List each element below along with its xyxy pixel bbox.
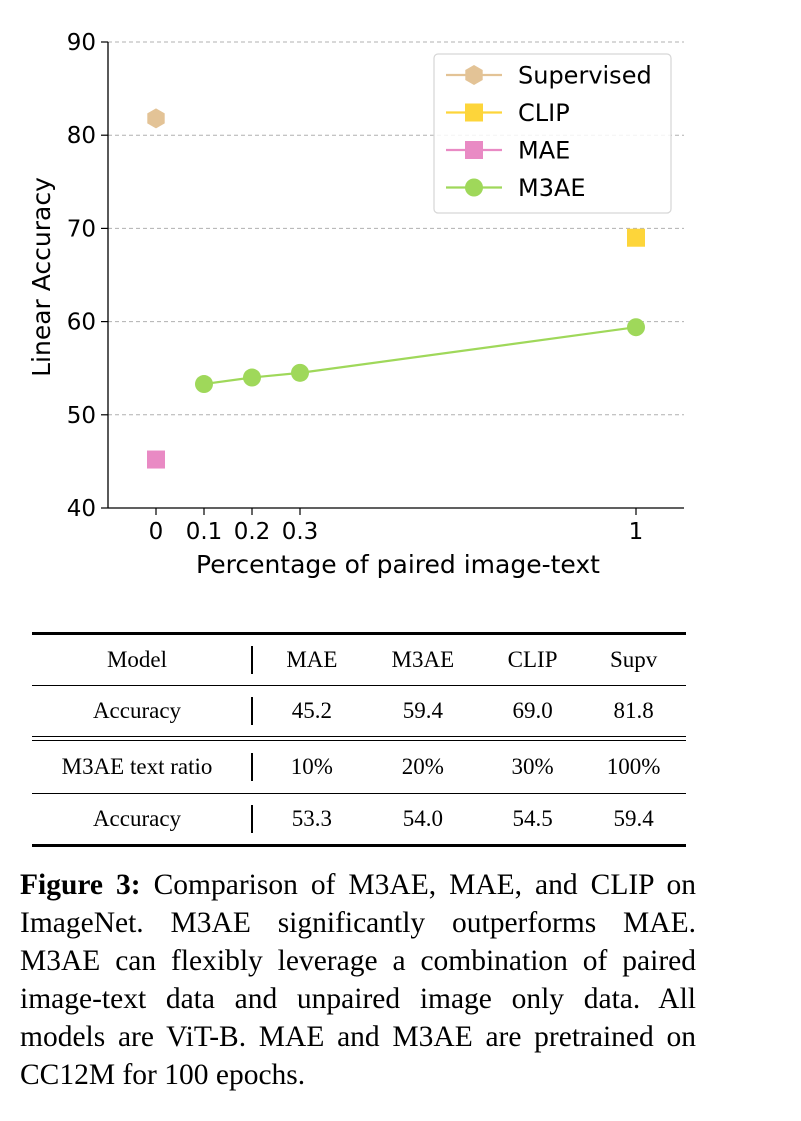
separator-bar xyxy=(251,697,253,726)
table-column-separator xyxy=(242,632,262,686)
y-axis-label: Linear Accuracy xyxy=(27,177,56,377)
m3ae-point xyxy=(195,375,213,394)
table-column-separator xyxy=(242,793,262,847)
x-tick-label: 1 xyxy=(629,519,644,545)
table-row: Accuracy 45.2 59.4 69.0 81.8 xyxy=(32,685,686,737)
table-cell: 54.0 xyxy=(361,793,484,847)
table-column-separator xyxy=(242,740,262,794)
x-axis-ticks: 0 0.1 0.2 0.3 1 xyxy=(149,508,644,545)
separator-bar xyxy=(251,753,253,782)
m3ae-point xyxy=(627,318,645,337)
table-cell: M3AE xyxy=(361,632,484,686)
table-column-separator xyxy=(242,685,262,737)
legend-label-mae: MAE xyxy=(518,137,570,165)
legend-label-clip: CLIP xyxy=(518,99,570,127)
figure-caption: Figure 3: Comparison of M3AE, MAE, and C… xyxy=(20,866,696,1094)
table-cell: 81.8 xyxy=(581,685,686,737)
x-tick-label: 0.1 xyxy=(186,519,223,545)
caption-text: Comparison of M3AE, MAE, and CLIP on Ima… xyxy=(20,869,696,1091)
table-cell: MAE xyxy=(262,632,362,686)
m3ae-series-line xyxy=(203,326,637,386)
table-cell: 20% xyxy=(361,740,484,794)
separator-bar xyxy=(251,805,253,834)
y-tick-label: 80 xyxy=(67,123,96,149)
table-row-header: Accuracy xyxy=(32,685,242,737)
legend-box xyxy=(433,53,672,214)
table-cell: Supv xyxy=(581,632,686,686)
m3ae-point xyxy=(243,368,261,387)
legend-label-m3ae: M3AE xyxy=(518,174,586,202)
table-cell: 59.4 xyxy=(581,793,686,847)
supervised-point xyxy=(147,108,165,129)
caption-label: Figure 3: xyxy=(20,869,141,901)
accuracy-chart: 40 50 60 70 80 90 0 0.1 0.2 0.3 1 Percentage of p… xyxy=(27,30,684,579)
table-row-header: Model xyxy=(32,632,242,686)
table-row-header: M3AE text ratio xyxy=(32,740,242,794)
legend-label-supervised: Supervised xyxy=(518,62,652,90)
table-row: M3AE text ratio 10% 20% 30% 100% xyxy=(32,740,686,794)
data-marks xyxy=(147,108,645,469)
x-tick-label: 0.3 xyxy=(282,519,319,545)
mae-point xyxy=(147,450,165,469)
table-cell: 45.2 xyxy=(262,685,362,737)
clip-point xyxy=(627,228,645,247)
m3ae-point xyxy=(291,363,309,382)
table-cell: 59.4 xyxy=(361,685,484,737)
x-tick-label: 0.2 xyxy=(234,519,271,545)
legend-marker-mae xyxy=(465,141,483,159)
table-cell: 69.0 xyxy=(483,685,582,737)
table-row: Accuracy 53.3 54.0 54.5 59.4 xyxy=(32,793,686,847)
y-tick-label: 70 xyxy=(67,216,96,242)
y-tick-label: 50 xyxy=(67,403,96,429)
table-cell: CLIP xyxy=(483,632,582,686)
table-cell: 30% xyxy=(483,740,582,794)
table-cell: 54.5 xyxy=(483,793,582,847)
table-cell: 10% xyxy=(262,740,362,794)
legend: Supervised CLIP MAE M3AE xyxy=(433,53,672,214)
y-axis-ticks: 40 50 60 70 80 90 xyxy=(67,30,108,522)
separator-bar xyxy=(251,646,253,675)
x-tick-label: 0 xyxy=(149,519,164,545)
results-table: Model MAE M3AE CLIP Supv Accuracy 45.2 59.4 69.0… xyxy=(32,632,686,847)
legend-marker-supervised xyxy=(465,65,483,85)
legend-marker-m3ae xyxy=(465,178,483,197)
table-cell: 100% xyxy=(581,740,686,794)
legend-marker-clip xyxy=(465,103,483,122)
x-axis-label: Percentage of paired image-text xyxy=(196,550,600,579)
y-tick-label: 60 xyxy=(67,310,96,336)
table-cell: 53.3 xyxy=(262,793,362,847)
y-tick-label: 40 xyxy=(67,496,96,522)
table-row-header: Accuracy xyxy=(32,793,242,847)
table-row: Model MAE M3AE CLIP Supv xyxy=(32,632,686,686)
y-tick-label: 90 xyxy=(67,30,96,56)
